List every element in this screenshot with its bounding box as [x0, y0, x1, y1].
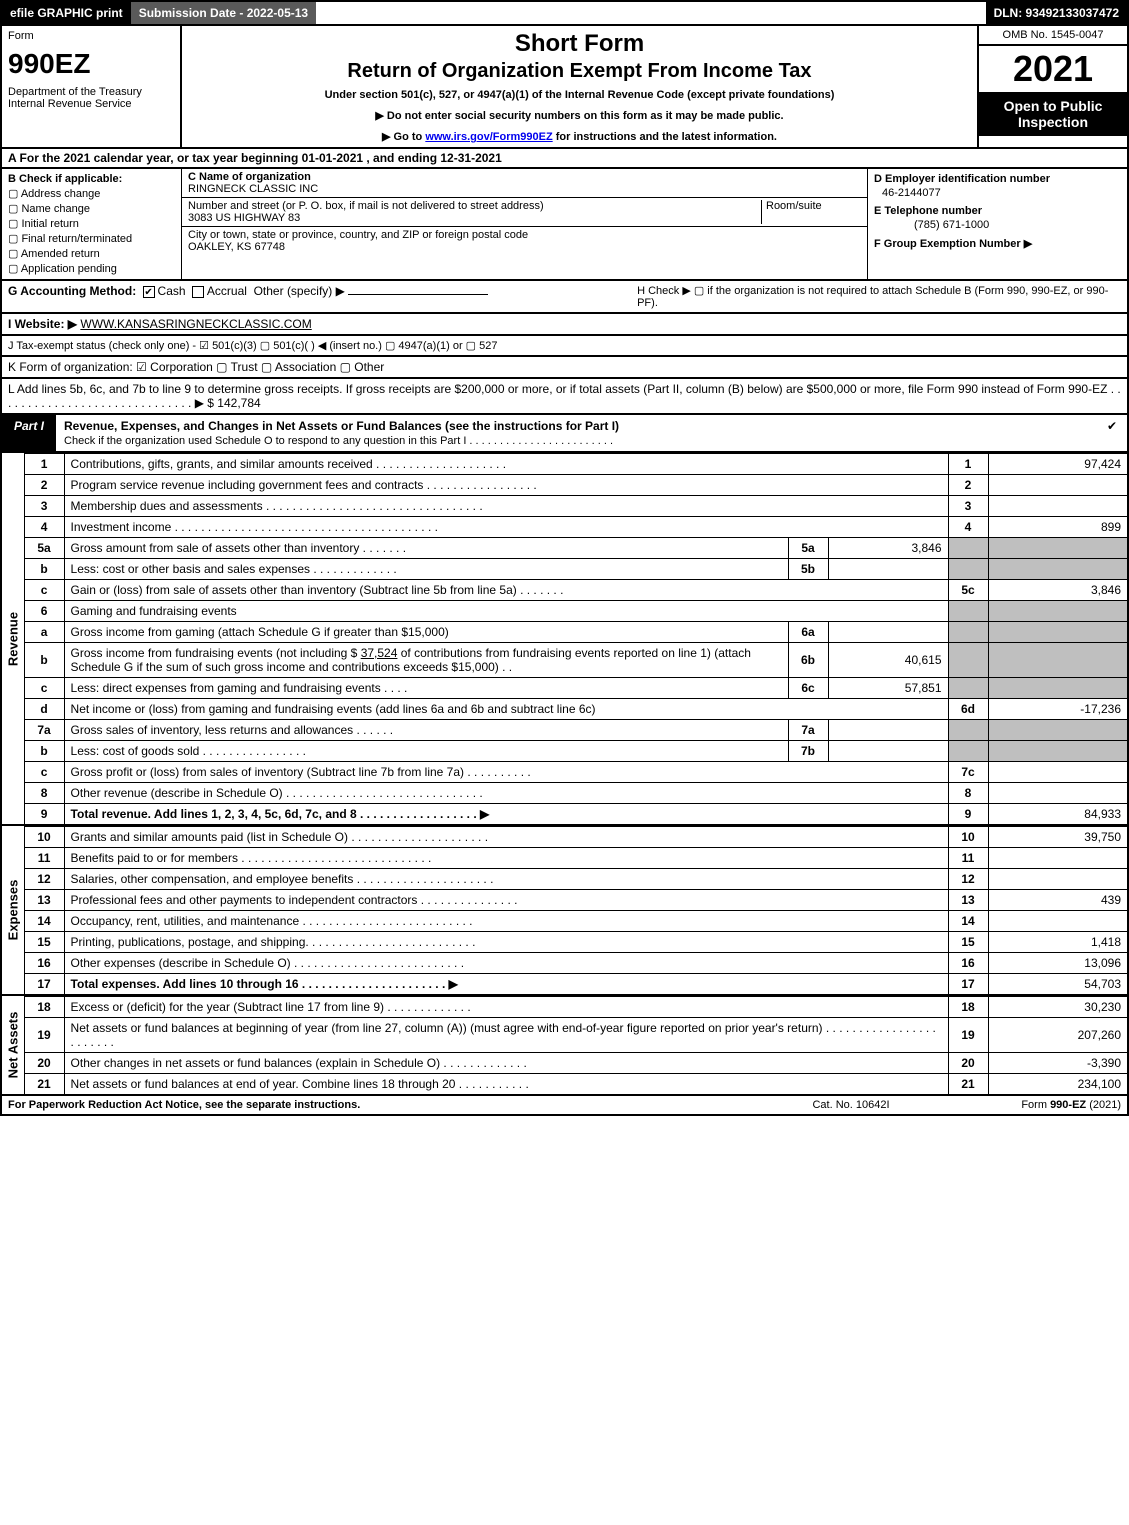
net-assets-table: 18Excess or (deficit) for the year (Subt…	[24, 996, 1129, 1096]
row-desc: Contributions, gifts, grants, and simila…	[64, 454, 948, 475]
other-specify: Other (specify) ▶	[254, 284, 345, 298]
website-value[interactable]: WWW.KANSASRINGNECKCLASSIC.COM	[80, 317, 311, 331]
line-h: H Check ▶ ▢ if the organization is not r…	[637, 284, 1121, 309]
goto-post: for instructions and the latest informat…	[553, 131, 777, 143]
net-assets-section: Net Assets 18Excess or (deficit) for the…	[0, 996, 1129, 1096]
goto-pre: ▶ Go to	[382, 131, 425, 143]
chk-initial-return[interactable]: ▢ Initial return	[8, 217, 175, 230]
line-l-text: L Add lines 5b, 6c, and 7b to line 9 to …	[8, 382, 1121, 410]
accounting-method-label: G Accounting Method:	[8, 284, 136, 298]
line-i: I Website: ▶ WWW.KANSASRINGNECKCLASSIC.C…	[0, 314, 1129, 336]
part-i-checkbox[interactable]: ✔	[1097, 415, 1127, 451]
ein: 46-2144077	[882, 187, 1121, 199]
omb-number: OMB No. 1545-0047	[979, 26, 1127, 46]
line-a: A For the 2021 calendar year, or tax yea…	[0, 149, 1129, 169]
page-footer: For Paperwork Reduction Act Notice, see …	[0, 1096, 1129, 1116]
header-right: OMB No. 1545-0047 2021 Open to Public In…	[977, 26, 1127, 147]
city: OAKLEY, KS 67748	[188, 241, 285, 253]
city-label: City or town, state or province, country…	[188, 229, 528, 241]
form-label: Form	[8, 30, 174, 42]
street-label: Number and street (or P. O. box, if mail…	[188, 200, 544, 212]
chk-name-change[interactable]: ▢ Name change	[8, 202, 175, 215]
subtitle-goto: ▶ Go to www.irs.gov/Form990EZ for instru…	[192, 130, 967, 143]
entity-block: B Check if applicable: ▢ Address change …	[0, 169, 1129, 281]
revenue-vlabel: Revenue	[0, 453, 24, 826]
part-i-header: Part I Revenue, Expenses, and Changes in…	[0, 415, 1129, 453]
row-rval: 97,424	[988, 454, 1128, 475]
org-name-label: C Name of organization	[188, 171, 311, 183]
line-g-h: G Accounting Method: ✔Cash Accrual Other…	[0, 281, 1129, 314]
spacer	[316, 2, 985, 24]
form-number: 990EZ	[8, 48, 174, 80]
line6b-amount: 37,524	[361, 646, 398, 660]
footer-form: Form 990-EZ (2021)	[941, 1099, 1121, 1111]
box-c: C Name of organization RINGNECK CLASSIC …	[182, 169, 867, 279]
header-center: Short Form Return of Organization Exempt…	[182, 26, 977, 147]
chk-amended[interactable]: ▢ Amended return	[8, 247, 175, 260]
chk-address-change[interactable]: ▢ Address change	[8, 187, 175, 200]
phone-label: E Telephone number	[874, 205, 1121, 217]
ein-label: D Employer identification number	[874, 173, 1121, 185]
expenses-table: 10Grants and similar amounts paid (list …	[24, 826, 1129, 996]
line-j: J Tax-exempt status (check only one) - ☑…	[0, 336, 1129, 357]
tax-year: 2021	[979, 46, 1127, 92]
other-specify-input[interactable]	[348, 294, 488, 295]
dept-irs: Internal Revenue Service	[8, 98, 174, 110]
efile-label: efile GRAPHIC print	[2, 2, 131, 24]
box-def: D Employer identification number 46-2144…	[867, 169, 1127, 279]
net-assets-vlabel: Net Assets	[0, 996, 24, 1096]
title-return: Return of Organization Exempt From Incom…	[192, 60, 967, 83]
open-inspection: Open to Public Inspection	[979, 92, 1127, 136]
revenue-section: Revenue 1Contributions, gifts, grants, a…	[0, 453, 1129, 826]
street: 3083 US HIGHWAY 83	[188, 212, 300, 224]
header-left: Form 990EZ Department of the Treasury In…	[2, 26, 182, 147]
line-l: L Add lines 5b, 6c, and 7b to line 9 to …	[0, 379, 1129, 415]
chk-accrual[interactable]	[192, 286, 204, 298]
phone: (785) 671-1000	[914, 219, 1121, 231]
part-i-tab: Part I	[2, 415, 56, 451]
title-short-form: Short Form	[192, 30, 967, 58]
expenses-section: Expenses 10Grants and similar amounts pa…	[0, 826, 1129, 996]
dln: DLN: 93492133037472	[986, 2, 1127, 24]
room-label: Room/suite	[766, 200, 822, 212]
line-k: K Form of organization: ☑ Corporation ▢ …	[0, 357, 1129, 379]
subtitle-ssn: ▶ Do not enter social security numbers o…	[192, 109, 967, 122]
submission-date: Submission Date - 2022-05-13	[131, 2, 316, 24]
revenue-table: 1Contributions, gifts, grants, and simil…	[24, 453, 1129, 826]
dept-treasury: Department of the Treasury	[8, 86, 174, 98]
chk-application-pending[interactable]: ▢ Application pending	[8, 262, 175, 275]
line-l-value: 142,784	[217, 396, 260, 410]
part-i-sub: Check if the organization used Schedule …	[64, 435, 613, 447]
subtitle-section: Under section 501(c), 527, or 4947(a)(1)…	[192, 89, 967, 101]
website-label: I Website: ▶	[8, 317, 77, 331]
box-b: B Check if applicable: ▢ Address change …	[2, 169, 182, 279]
footer-catno: Cat. No. 10642I	[761, 1099, 941, 1111]
irs-link[interactable]: www.irs.gov/Form990EZ	[425, 131, 552, 143]
row-num: 1	[24, 454, 64, 475]
chk-final-return[interactable]: ▢ Final return/terminated	[8, 232, 175, 245]
chk-cash[interactable]: ✔	[143, 286, 155, 298]
part-i-title: Revenue, Expenses, and Changes in Net As…	[56, 415, 1097, 451]
org-name: RINGNECK CLASSIC INC	[188, 183, 318, 195]
row-rnum: 1	[948, 454, 988, 475]
group-exemption-label: F Group Exemption Number ▶	[874, 237, 1121, 250]
top-bar: efile GRAPHIC print Submission Date - 20…	[0, 0, 1129, 26]
form-header: Form 990EZ Department of the Treasury In…	[0, 26, 1129, 149]
box-b-label: B Check if applicable:	[8, 173, 122, 185]
expenses-vlabel: Expenses	[0, 826, 24, 996]
footer-paperwork: For Paperwork Reduction Act Notice, see …	[8, 1099, 761, 1111]
